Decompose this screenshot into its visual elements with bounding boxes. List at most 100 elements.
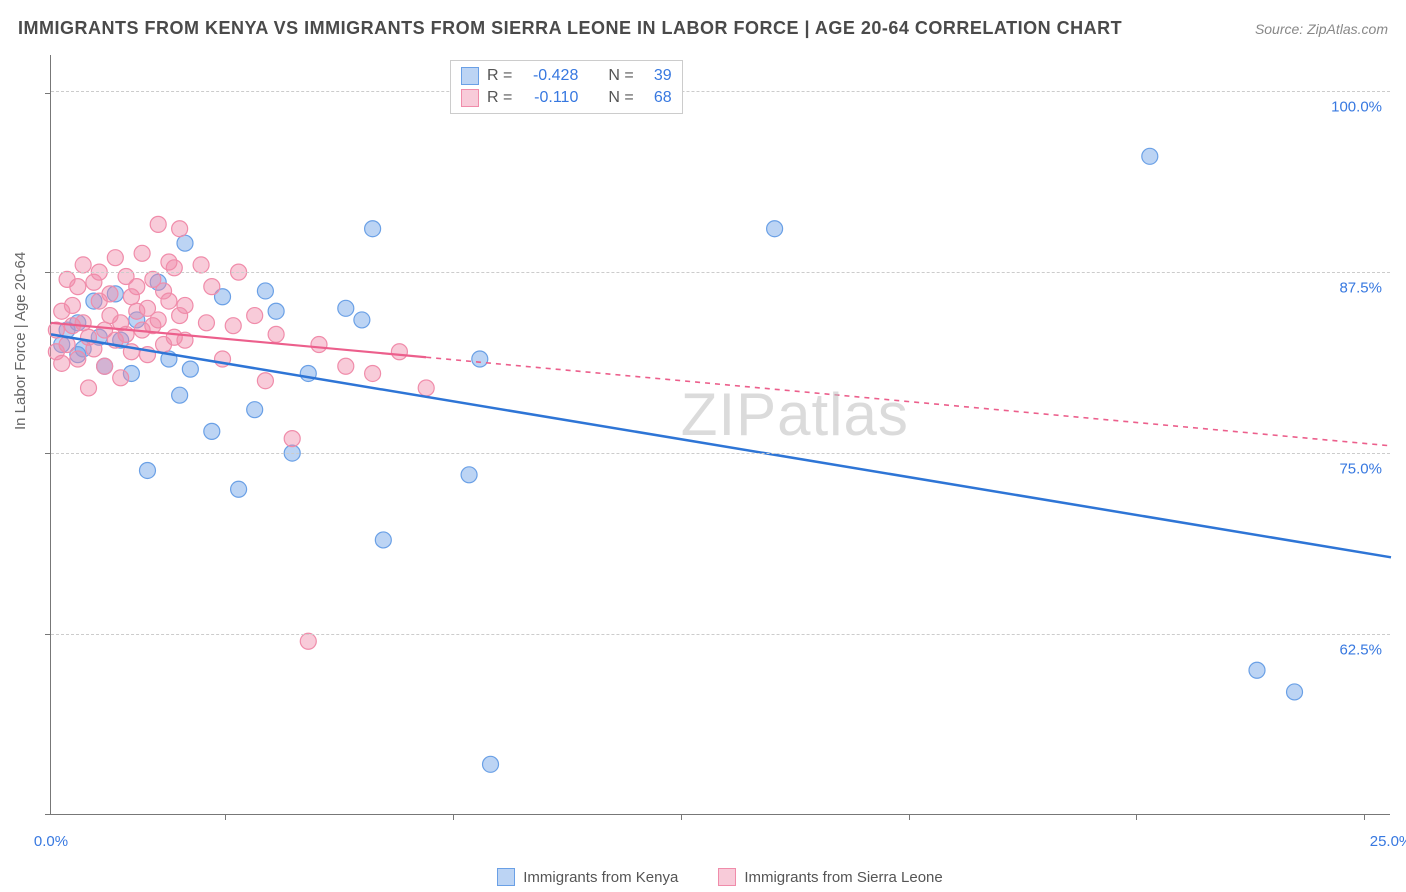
stats-row: R = -0.428 N = 39 [461,65,672,87]
legend-label: Immigrants from Sierra Leone [744,869,942,886]
data-point [231,481,247,497]
data-point [375,532,391,548]
data-point [172,221,188,237]
gridline-h [51,453,1390,454]
stat-n-value: 68 [642,89,672,107]
data-point [257,373,273,389]
x-minor-tick [225,814,226,820]
data-point [418,380,434,396]
data-point [204,423,220,439]
legend-swatch [497,868,515,886]
data-point [150,216,166,232]
data-point [365,365,381,381]
x-minor-tick [1364,814,1365,820]
y-tick-label: 87.5% [1339,280,1382,297]
data-point [177,235,193,251]
data-point [198,315,214,331]
legend-label: Immigrants from Kenya [523,869,678,886]
x-tick-label: 0.0% [34,833,68,850]
data-point [247,308,263,324]
x-tick-label: 25.0% [1370,833,1406,850]
stats-row: R = -0.110 N = 68 [461,87,672,109]
regression-line [51,334,1391,557]
data-point [134,245,150,261]
data-point [193,257,209,273]
stats-legend: R = -0.428 N = 39 R = -0.110 N = 68 [450,60,683,114]
correlation-chart: IMMIGRANTS FROM KENYA VS IMMIGRANTS FROM… [0,0,1406,892]
data-point [247,402,263,418]
data-point [54,355,70,371]
data-point [1287,684,1303,700]
stat-r-value: -0.110 [520,89,578,107]
data-point [365,221,381,237]
y-tick-label: 62.5% [1339,642,1382,659]
data-point [102,286,118,302]
legend-swatch [461,67,479,85]
data-point [767,221,783,237]
y-tick-label: 100.0% [1331,99,1382,116]
source-label: Source: ZipAtlas.com [1255,21,1388,37]
data-point [113,370,129,386]
stat-r-value: -0.428 [520,67,578,85]
data-point [204,279,220,295]
y-minor-tick [45,634,51,635]
data-point [284,431,300,447]
data-point [483,756,499,772]
data-point [97,358,113,374]
data-point [1142,148,1158,164]
data-point [354,312,370,328]
data-point [1249,662,1265,678]
data-point [107,250,123,266]
y-minor-tick [45,453,51,454]
data-point [75,315,91,331]
data-point [150,312,166,328]
x-minor-tick [681,814,682,820]
data-point [81,380,97,396]
data-point [161,293,177,309]
regression-line-extrapolated [426,357,1391,446]
x-minor-tick [909,814,910,820]
data-point [129,279,145,295]
data-point [338,300,354,316]
data-point [166,260,182,276]
data-point [64,297,80,313]
legend-item: Immigrants from Sierra Leone [718,868,942,886]
data-point [268,303,284,319]
stat-r-label: R = [487,67,512,85]
x-minor-tick [1136,814,1137,820]
stat-n-label: N = [608,67,633,85]
legend-swatch [718,868,736,886]
data-point [338,358,354,374]
y-tick-label: 75.0% [1339,461,1382,478]
header-row: IMMIGRANTS FROM KENYA VS IMMIGRANTS FROM… [18,18,1388,39]
data-point [139,462,155,478]
stat-n-value: 39 [642,67,672,85]
y-minor-tick [45,93,51,94]
y-minor-tick [45,814,51,815]
data-point [300,633,316,649]
data-point [182,361,198,377]
data-point [177,297,193,313]
stat-n-label: N = [608,89,633,107]
data-point [75,257,91,273]
data-point [391,344,407,360]
y-minor-tick [45,272,51,273]
data-point [172,387,188,403]
data-point [70,351,86,367]
series-legend: Immigrants from Kenya Immigrants from Sie… [50,868,1390,886]
plot-area: ZIPatlas 62.5%75.0%87.5%100.0%0.0%25.0% [50,55,1390,815]
plot-svg [51,55,1390,814]
data-point [461,467,477,483]
data-point [70,279,86,295]
legend-item: Immigrants from Kenya [497,868,678,886]
gridline-h [51,91,1390,92]
data-point [257,283,273,299]
y-axis-label: In Labor Force | Age 20-64 [12,252,29,430]
data-point [472,351,488,367]
legend-swatch [461,89,479,107]
gridline-h [51,634,1390,635]
stat-r-label: R = [487,89,512,107]
data-point [268,326,284,342]
data-point [311,337,327,353]
x-minor-tick [453,814,454,820]
